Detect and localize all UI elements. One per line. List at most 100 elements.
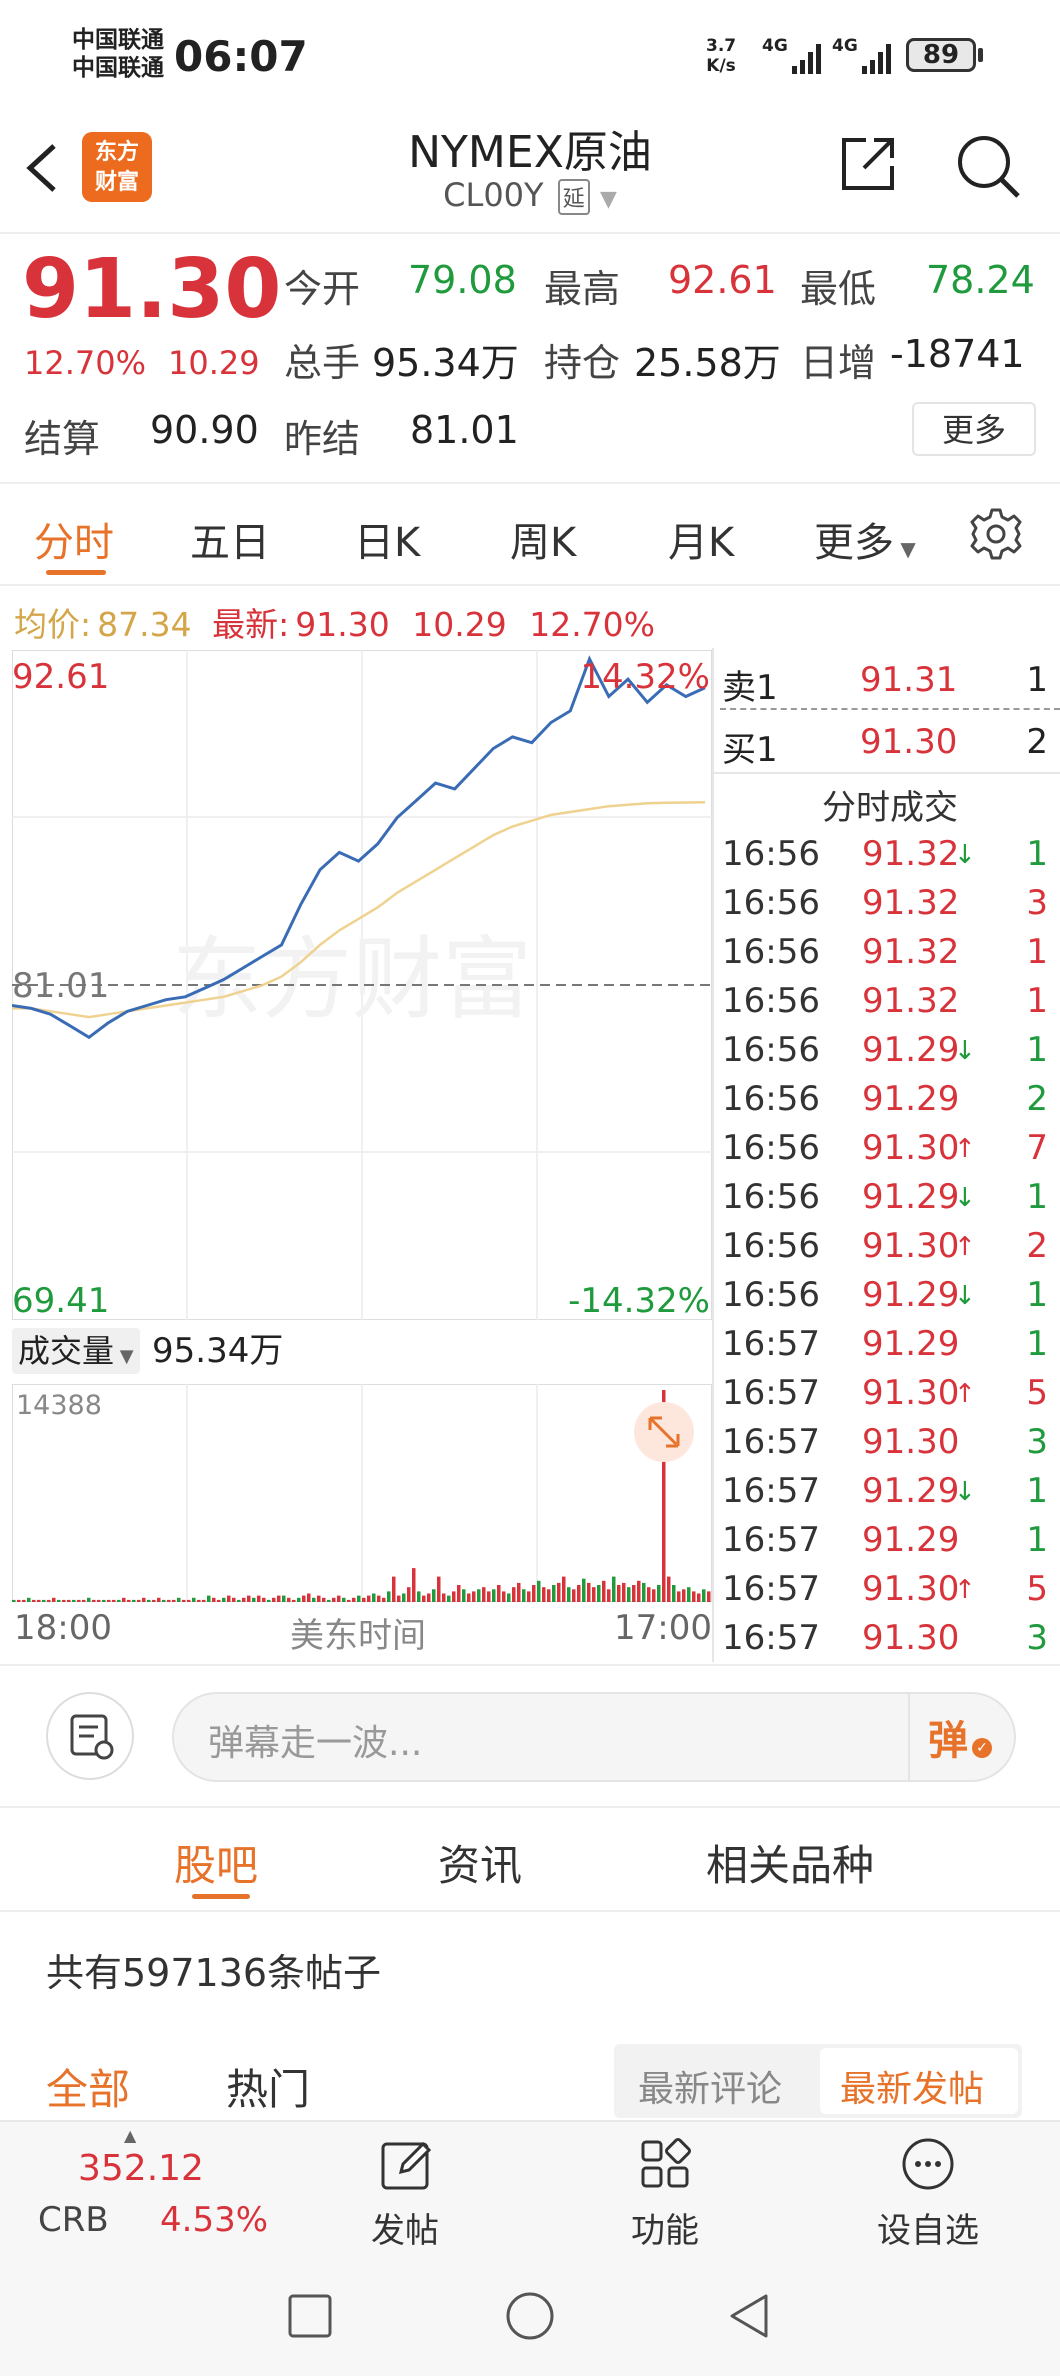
- buy-label: 买1: [722, 730, 778, 770]
- bottom-toolbar: ▲ 352.12 CRB 4.53% 发帖 功能 设自选: [0, 2120, 1060, 2258]
- volume-bar: [527, 1591, 531, 1602]
- sort-latest-comment[interactable]: 最新评论: [638, 2069, 783, 2110]
- volume-bar: [702, 1589, 706, 1602]
- tab-news[interactable]: 资讯: [438, 1841, 523, 1890]
- back-button[interactable]: [18, 132, 68, 202]
- post-button[interactable]: 发帖: [350, 2134, 460, 2252]
- volume-bar: [607, 1589, 611, 1602]
- volume-bar: [562, 1576, 566, 1602]
- volume-bar: [107, 1599, 111, 1602]
- carrier-2: 中国联通: [72, 55, 164, 81]
- volume-bar: [257, 1595, 261, 1602]
- divider: [908, 1694, 910, 1780]
- sort-latest-post-button[interactable]: 最新发帖: [820, 2048, 1018, 2114]
- x-mid-label: 美东时间: [290, 1616, 426, 1656]
- tab-more[interactable]: 更多 ▼: [814, 510, 916, 568]
- buy-qty: 2: [1026, 722, 1048, 762]
- volume-bar: [467, 1593, 471, 1602]
- home-button[interactable]: [504, 2290, 556, 2342]
- app-logo[interactable]: 东方 财富: [82, 132, 152, 202]
- price-line: [12, 655, 706, 1040]
- volume-bar: [692, 1591, 696, 1602]
- function-button[interactable]: 功能: [610, 2134, 720, 2252]
- latest-value: 91.30: [295, 605, 390, 644]
- back-arrow-icon: [26, 144, 56, 192]
- trade-time: 16:56: [722, 1177, 820, 1217]
- volume-bar: [332, 1597, 336, 1602]
- tab-weekly-k[interactable]: 周K: [510, 520, 577, 566]
- volume-bar: [12, 1599, 16, 1602]
- filter-all[interactable]: 全部: [46, 2065, 131, 2114]
- check-icon: ✓: [972, 1738, 992, 1758]
- tab-daily-k[interactable]: 日K: [354, 520, 421, 566]
- trade-qty: 1: [1026, 1275, 1048, 1315]
- volume-bar: [552, 1585, 556, 1602]
- recents-button[interactable]: [286, 2292, 334, 2340]
- volume-chart[interactable]: 14388: [12, 1384, 712, 1602]
- tab-intraday[interactable]: 分时: [34, 520, 114, 566]
- trade-time: 16:57: [722, 1422, 820, 1462]
- daily-inc-value: -18741: [890, 332, 1025, 376]
- danmaku-send-button[interactable]: 弹 ✓: [928, 1708, 998, 1768]
- volume-bar: [202, 1599, 206, 1602]
- volume-bar: [672, 1585, 676, 1602]
- volume-bar: [237, 1599, 241, 1602]
- compose-icon: [381, 2141, 432, 2190]
- trade-time: 16:56: [722, 932, 820, 972]
- add-watchlist-button[interactable]: 设自选: [868, 2134, 988, 2252]
- trade-row: 16:57 91.30 ↑ 5: [720, 1369, 1060, 1418]
- volume-bar: [157, 1597, 161, 1602]
- volume-bar: [597, 1585, 601, 1602]
- volume-bar: [372, 1593, 376, 1602]
- trade-row: 16:56 91.30 ↑ 2: [720, 1222, 1060, 1271]
- tab-monthly-k[interactable]: 月K: [668, 520, 735, 566]
- share-button[interactable]: [836, 132, 900, 196]
- volume-bar: [62, 1599, 66, 1602]
- trade-price: 91.32: [862, 981, 960, 1021]
- volume-bar: [127, 1599, 131, 1602]
- volume-bar: [522, 1589, 526, 1602]
- more-button[interactable]: 更多: [912, 402, 1036, 456]
- volume-max-label: 14388: [16, 1390, 102, 1421]
- volume-bar: [612, 1576, 616, 1602]
- trade-time: 16:57: [722, 1520, 820, 1560]
- quote-panel: 91.30 12.70% 10.29 今开 79.08 最高 92.61 最低 …: [0, 232, 1060, 482]
- volume-selector[interactable]: 成交量 ▼: [12, 1328, 140, 1374]
- volume-bar: [187, 1599, 191, 1602]
- search-button[interactable]: [952, 130, 1022, 200]
- volume-bar: [587, 1582, 591, 1602]
- tab-related[interactable]: 相关品种: [706, 1841, 875, 1890]
- volume-bar: [557, 1582, 561, 1602]
- trade-qty: 1: [1026, 1177, 1048, 1217]
- settings-button[interactable]: [968, 506, 1024, 562]
- arrow-down-icon: ↓: [954, 840, 976, 870]
- tab-five-day[interactable]: 五日: [190, 520, 270, 566]
- volume-bar: [422, 1595, 426, 1602]
- info-change: 10.29: [412, 605, 507, 644]
- danmaku-input[interactable]: 弹幕走一波... 弹 ✓: [172, 1692, 1016, 1782]
- trade-qty: 1: [1026, 981, 1048, 1021]
- volume-bar: [392, 1576, 396, 1602]
- instrument-code[interactable]: CL00Y 延 ▼: [330, 176, 730, 215]
- sell-qty: 1: [1026, 660, 1048, 700]
- divider: [0, 1664, 1060, 1666]
- trade-row: 16:56 91.32 1: [720, 977, 1060, 1026]
- trade-price: 91.29: [862, 1177, 960, 1217]
- danmaku-settings-button[interactable]: [46, 1692, 134, 1780]
- trade-time: 16:57: [722, 1373, 820, 1413]
- caret-up-icon: ▲: [124, 2126, 137, 2145]
- filter-hot[interactable]: 热门: [226, 2065, 311, 2114]
- back-nav-button[interactable]: [724, 2290, 776, 2342]
- buy-row: 买1 91.30 2: [720, 716, 1060, 772]
- tab-stock-forum[interactable]: 股吧: [174, 1841, 259, 1890]
- system-nav-bar: [0, 2256, 1060, 2376]
- volume-bar: [42, 1599, 46, 1602]
- crb-index[interactable]: ▲ 352.12 CRB 4.53%: [0, 2122, 270, 2258]
- volume-bar: [192, 1597, 196, 1602]
- volume-bar: [87, 1597, 91, 1602]
- trade-time: 16:56: [722, 1275, 820, 1315]
- volume-bar: [217, 1599, 221, 1602]
- intraday-chart[interactable]: 东方财富 92.61 81.01 69.41 14.32% -14.32%: [12, 650, 712, 1320]
- volume-bar: [542, 1587, 546, 1602]
- signal-2-label: 4G: [832, 36, 858, 56]
